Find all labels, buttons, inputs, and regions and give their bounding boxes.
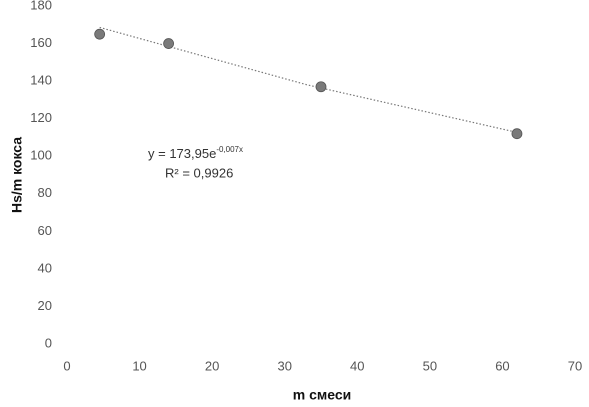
y-tick-label: 140: [30, 73, 52, 88]
data-point: [511, 128, 523, 140]
x-tick-label: 0: [63, 358, 70, 373]
x-tick-label: 40: [350, 358, 364, 373]
y-axis-label: Hs/m кокса: [9, 137, 25, 213]
equation-base: y = 173,95e: [148, 146, 216, 161]
y-tick-label: 60: [38, 223, 52, 238]
data-point: [163, 38, 175, 49]
y-tick-label: 0: [45, 335, 52, 350]
equation: y = 173,95e-0,007x: [148, 145, 243, 161]
y-tick-label: 100: [30, 148, 52, 163]
data-point: [94, 28, 106, 40]
y-tick-label: 120: [30, 110, 52, 125]
y-tick-label: 40: [38, 260, 52, 275]
x-axis-label: m смеси: [293, 387, 351, 403]
trendline: [99, 26, 518, 133]
x-tick-label: 10: [132, 358, 146, 373]
y-tick-label: 160: [30, 35, 52, 50]
x-tick-label: 20: [205, 358, 219, 373]
x-tick-label: 30: [277, 358, 291, 373]
y-tick-label: 180: [30, 0, 52, 12]
r-squared: R² = 0,9926: [165, 165, 233, 180]
x-tick-label: 70: [568, 358, 582, 373]
x-tick-label: 50: [423, 358, 437, 373]
data-point: [315, 81, 327, 93]
y-tick-label: 80: [38, 185, 52, 200]
equation-exponent: -0,007x: [216, 145, 243, 154]
y-tick-label: 20: [38, 298, 52, 313]
x-tick-label: 60: [495, 358, 509, 373]
